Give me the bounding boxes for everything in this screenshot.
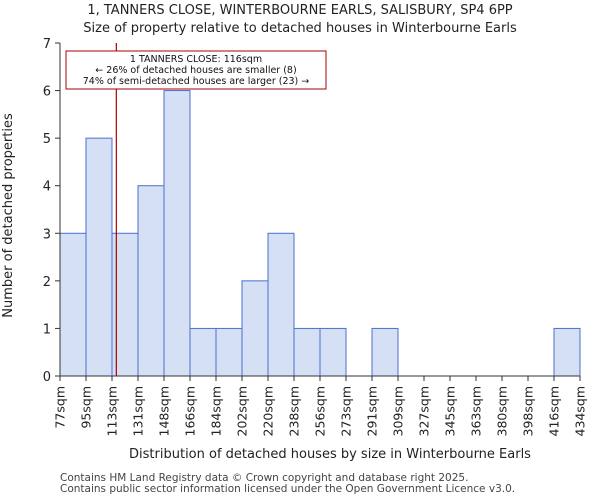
x-tick-label: 363sqm <box>469 386 484 436</box>
y-tick-label: 5 <box>43 132 51 147</box>
histogram-bar <box>137 185 165 377</box>
y-tick-label: 0 <box>43 370 51 385</box>
x-tick-label: 184sqm <box>209 386 224 436</box>
histogram-bar <box>241 280 269 377</box>
x-tick-label: 273sqm <box>339 386 354 436</box>
y-tick-label: 4 <box>43 180 51 195</box>
x-tick-label: 238sqm <box>287 386 302 436</box>
y-axis-title: Number of detached properties <box>1 113 16 318</box>
x-tick-label: 291sqm <box>365 386 380 436</box>
x-tick-label: 416sqm <box>547 386 562 436</box>
x-axis-title: Distribution of detached houses by size … <box>129 447 531 462</box>
x-tick-label: 220sqm <box>261 386 276 436</box>
annotation-smaller: ← 26% of detached houses are smaller (8) <box>95 65 296 76</box>
y-tick-label: 3 <box>43 227 51 242</box>
histogram-bar <box>85 137 113 377</box>
x-tick-label: 77sqm <box>53 386 68 429</box>
annotation-larger: 74% of semi-detached houses are larger (… <box>83 76 310 87</box>
x-tick-label: 95sqm <box>79 386 94 429</box>
y-tick-label: 7 <box>43 37 51 52</box>
y-tick-label: 2 <box>43 275 51 290</box>
footer-line2: Contains public sector information licen… <box>60 483 516 495</box>
x-tick-label: 309sqm <box>391 386 406 436</box>
chart-title-line2: Size of property relative to detached ho… <box>83 21 517 36</box>
histogram-bar <box>319 327 347 377</box>
x-tick-label: 166sqm <box>183 386 198 436</box>
histogram-bar <box>59 232 87 377</box>
x-tick-label: 327sqm <box>417 386 432 436</box>
x-tick-label: 256sqm <box>313 386 328 436</box>
histogram-bar <box>267 232 295 377</box>
histogram-bar <box>215 327 243 377</box>
x-tick-label: 202sqm <box>235 386 250 436</box>
histogram-bar <box>189 327 217 377</box>
x-tick-label: 148sqm <box>157 386 172 436</box>
histogram-bar <box>163 90 191 377</box>
histogram-bar <box>371 327 399 377</box>
annotation-title: 1 TANNERS CLOSE: 116sqm <box>130 54 262 65</box>
y-tick-label: 1 <box>43 322 51 337</box>
x-tick-label: 380sqm <box>495 386 510 436</box>
histogram-bar <box>553 327 581 377</box>
histogram-bar <box>293 327 321 377</box>
x-tick-label: 345sqm <box>443 386 458 436</box>
annotation-box <box>65 50 327 90</box>
x-tick-label: 131sqm <box>131 386 146 436</box>
y-tick-label: 6 <box>43 85 51 100</box>
chart-title-line1: 1, TANNERS CLOSE, WINTERBOURNE EARLS, SA… <box>87 3 513 18</box>
x-tick-label: 434sqm <box>573 386 588 436</box>
x-tick-label: 113sqm <box>105 386 120 436</box>
footer-line1: Contains HM Land Registry data © Crown c… <box>60 472 469 484</box>
x-tick-label: 398sqm <box>521 386 536 436</box>
